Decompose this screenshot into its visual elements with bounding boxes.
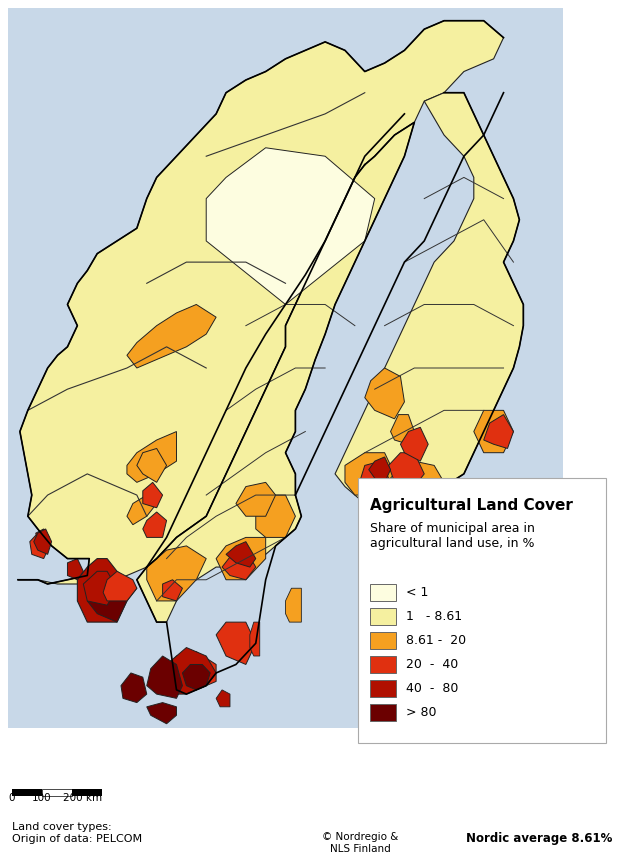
Polygon shape xyxy=(103,571,137,601)
Polygon shape xyxy=(143,512,167,538)
Polygon shape xyxy=(361,461,389,490)
Polygon shape xyxy=(147,703,177,724)
Text: 20  -  40: 20 - 40 xyxy=(406,659,458,672)
Text: 40  -  80: 40 - 80 xyxy=(406,683,458,696)
Text: Land cover types:
Origin of data: PELCOM: Land cover types: Origin of data: PELCOM xyxy=(12,822,142,844)
Polygon shape xyxy=(216,622,256,665)
Polygon shape xyxy=(484,415,513,448)
Text: 1   - 8.61: 1 - 8.61 xyxy=(406,611,462,624)
Polygon shape xyxy=(147,656,182,698)
Polygon shape xyxy=(87,588,127,622)
Bar xyxy=(370,632,396,649)
Bar xyxy=(42,789,72,796)
Text: 8.61 -  20: 8.61 - 20 xyxy=(406,635,466,648)
Polygon shape xyxy=(222,550,256,580)
Polygon shape xyxy=(8,8,563,728)
Polygon shape xyxy=(182,665,210,690)
Polygon shape xyxy=(137,448,167,483)
Polygon shape xyxy=(127,495,157,525)
Polygon shape xyxy=(365,368,404,419)
Polygon shape xyxy=(8,8,563,728)
Polygon shape xyxy=(335,411,404,503)
Polygon shape xyxy=(285,588,301,622)
Polygon shape xyxy=(167,648,216,694)
Polygon shape xyxy=(167,652,216,690)
Polygon shape xyxy=(216,538,266,580)
Text: Share of municipal area in
agricultural land use, in %: Share of municipal area in agricultural … xyxy=(370,522,535,550)
Polygon shape xyxy=(127,431,177,483)
Bar xyxy=(12,789,42,796)
Polygon shape xyxy=(389,453,424,486)
Polygon shape xyxy=(391,415,414,444)
Text: Nordic average 8.61%: Nordic average 8.61% xyxy=(466,832,612,845)
Polygon shape xyxy=(250,622,260,656)
Text: © Nordregio &
NLS Finland: © Nordregio & NLS Finland xyxy=(322,832,398,854)
Bar xyxy=(370,608,396,625)
Polygon shape xyxy=(335,93,523,503)
Polygon shape xyxy=(256,495,295,538)
Polygon shape xyxy=(33,529,51,554)
Polygon shape xyxy=(206,148,374,304)
Text: Agricultural Land Cover: Agricultural Land Cover xyxy=(370,498,573,513)
Text: 200 km: 200 km xyxy=(63,793,102,803)
Bar xyxy=(72,789,102,796)
Bar xyxy=(370,656,396,673)
Polygon shape xyxy=(162,580,182,601)
Polygon shape xyxy=(345,453,394,495)
Text: 100: 100 xyxy=(32,793,52,803)
Polygon shape xyxy=(127,304,216,368)
Polygon shape xyxy=(78,558,137,622)
Polygon shape xyxy=(369,457,391,483)
Text: < 1: < 1 xyxy=(406,587,428,600)
Bar xyxy=(370,680,396,697)
Polygon shape xyxy=(474,411,513,453)
Polygon shape xyxy=(68,558,83,580)
Bar xyxy=(358,478,606,743)
Polygon shape xyxy=(8,8,563,728)
Polygon shape xyxy=(147,545,206,601)
Polygon shape xyxy=(137,122,414,622)
Polygon shape xyxy=(216,690,230,707)
Polygon shape xyxy=(121,673,147,703)
Polygon shape xyxy=(30,533,48,558)
Polygon shape xyxy=(143,483,162,508)
Polygon shape xyxy=(394,461,444,495)
Polygon shape xyxy=(36,529,50,545)
Text: 0: 0 xyxy=(9,793,16,803)
Text: > 80: > 80 xyxy=(406,706,436,720)
Polygon shape xyxy=(226,542,256,567)
Polygon shape xyxy=(83,571,117,606)
Bar xyxy=(370,584,396,601)
Polygon shape xyxy=(18,21,503,584)
Polygon shape xyxy=(401,427,428,461)
Bar xyxy=(370,704,396,721)
Polygon shape xyxy=(236,483,275,516)
